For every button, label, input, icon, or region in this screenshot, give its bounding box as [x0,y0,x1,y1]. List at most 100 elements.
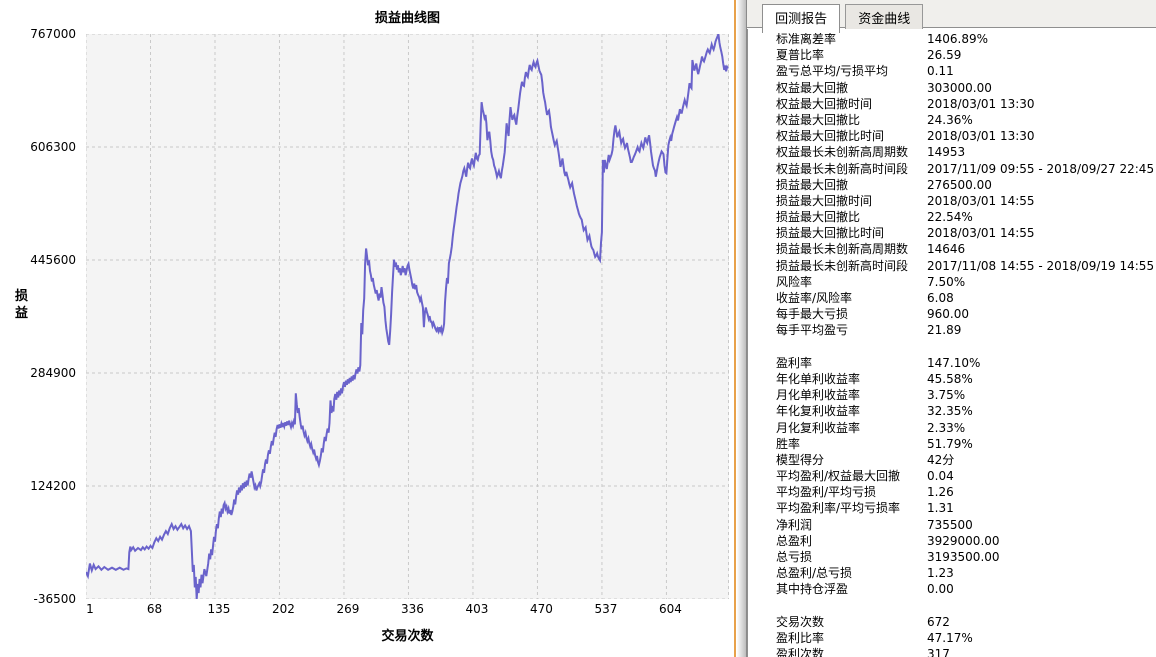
y-tick-label: 124200 [30,479,76,493]
row-value: 14953 [927,145,966,160]
row-label: 损益最大回撤时间 [776,193,873,208]
table-row: 盈利率 147.10% [748,355,1156,371]
x-tick-label: 470 [529,602,553,616]
row-label: 权益最大回撤比 [776,112,861,127]
row-value: 735500 [927,517,973,532]
x-axis-ticks: 1 68 135 202 269 336 403 470 537 604 [0,602,730,618]
x-tick-label: 269 [336,602,360,616]
row-value: 1.31 [927,501,954,516]
equity-curve [85,33,729,600]
y-tick-label: 284900 [30,366,76,380]
row-label: 权益最大回撤 [776,80,849,95]
row-value: 1.23 [927,566,954,581]
table-row: 标准离差率 1406.89% [748,31,1156,47]
table-row: 年化复利收益率 32.35% [748,403,1156,419]
row-value: 2018/03/01 14:55 [927,193,1035,208]
row-label: 净利润 [776,517,813,532]
row-label: 标准离差率 [776,32,837,46]
table-separator-row [748,598,1156,614]
row-value: 24.36% [927,112,973,127]
row-value: 2018/03/01 14:55 [927,226,1035,241]
y-tick-label: 767000 [30,27,76,41]
row-value: 51.79% [927,436,973,451]
profit-loss-chart-panel: 损益曲线图 损益 767000 606300 445600 284900 124200 -… [0,0,730,657]
table-row: 月化复利收益率 2.33% [748,420,1156,436]
x-tick-label: 202 [272,602,295,616]
row-value: 1406.89% [927,32,989,46]
table-row: 损益最大回撤比时间 2018/03/01 14:55 [748,225,1156,241]
row-label: 损益最大回撤 [776,177,849,192]
table-row: 损益最大回撤时间 2018/03/01 14:55 [748,193,1156,209]
table-row: 夏普比率 26.59 [748,47,1156,63]
report-table: 标准离差率 1406.89% 夏普比率 26.59 盈亏总平均/亏损平均 0.11 权益最大… [747,29,1156,657]
row-value: 276500.00 [927,177,992,192]
x-tick-label: 1 [86,602,94,616]
tab-bar: 回测报告 资金曲线 [747,0,1156,33]
table-row: 交易次数 672 [748,614,1156,630]
y-tick-label: 606300 [30,140,76,154]
row-value: 14646 [927,242,966,257]
row-label: 权益最长未创新高时间段 [776,161,909,176]
table-row: 权益最大回撤比 24.36% [748,112,1156,128]
row-label: 盈亏总平均/亏损平均 [776,64,889,79]
report-panel: 回测报告 资金曲线 标准离差率 1406.89% 夏普比率 26.59 盈亏总平均/亏损… [747,0,1156,657]
row-label: 每手平均盈亏 [776,323,849,338]
profit-loss-plot [85,33,729,600]
panel-splitter[interactable] [730,0,747,657]
tab-equity-curve[interactable]: 资金曲线 [845,4,924,31]
row-value: 42分 [927,452,955,467]
y-axis-label: 损益 [14,289,28,321]
table-row: 收益率/风险率 6.08 [748,290,1156,306]
row-value: 3929000.00 [927,533,1000,548]
row-label: 权益最长未创新高周期数 [776,145,909,160]
row-label: 交易次数 [776,614,825,629]
y-axis-ticks: 767000 606300 445600 284900 124200 -36500 [0,0,80,657]
row-value: 147.10% [927,355,981,370]
row-label: 平均盈利/权益最大回撤 [776,469,901,484]
row-label: 权益最大回撤时间 [776,96,873,111]
x-tick-label: 537 [594,602,618,616]
row-value: 1.26 [927,485,954,500]
table-row: 损益最长未创新高周期数 14646 [748,241,1156,257]
row-value: 2.33% [927,420,966,435]
table-row: 净利润 735500 [748,517,1156,533]
x-tick-label: 403 [465,602,489,616]
row-label: 损益最长未创新高时间段 [776,258,909,273]
row-label: 模型得分 [776,452,825,467]
row-label: 平均盈利率/平均亏损率 [776,501,901,516]
row-value: 7.50% [927,274,966,289]
table-row: 平均盈利/平均亏损 1.26 [748,484,1156,500]
table-row: 平均盈利/权益最大回撤 0.04 [748,468,1156,484]
table-row: 月化单利收益率 3.75% [748,387,1156,403]
row-value: 2018/03/01 13:30 [927,96,1035,111]
chart-title: 损益曲线图 [374,11,440,26]
row-label: 损益最长未创新高周期数 [776,242,909,257]
table-row: 损益最大回撤比 22.54% [748,209,1156,225]
table-separator-row [748,339,1156,355]
splitter-handle[interactable] [737,0,746,657]
table-row: 风险率 7.50% [748,274,1156,290]
row-value: 47.17% [927,630,973,645]
splitter-highlight [734,0,736,657]
row-label: 胜率 [776,436,801,451]
table-row: 权益最长未创新高时间段 2017/11/09 09:55 - 2018/09/27… [748,161,1156,177]
row-value: 0.00 [927,582,954,597]
x-tick-label: 604 [658,602,682,616]
row-label: 权益最大回撤比时间 [776,129,885,144]
row-value: 303000.00 [927,80,992,95]
row-value: 960.00 [927,307,969,322]
table-row: 权益最大回撤比时间 2018/03/01 13:30 [748,128,1156,144]
table-row: 盈利次数 317 [748,646,1156,657]
splitter-edge [746,0,747,657]
y-tick-label: 445600 [30,253,76,267]
row-value: 317 [927,647,950,657]
table-row: 总盈利/总亏损 1.23 [748,565,1156,581]
row-value: 21.89 [927,323,962,338]
tab-backtest-report[interactable]: 回测报告 [762,4,841,33]
row-label: 损益最大回撤比 [776,210,861,225]
x-tick-label: 336 [401,602,424,616]
row-label: 月化单利收益率 [776,388,861,403]
row-label: 平均盈利/平均亏损 [776,485,877,500]
row-value: 2017/11/08 14:55 - 2018/09/19 14:55 [927,258,1155,273]
